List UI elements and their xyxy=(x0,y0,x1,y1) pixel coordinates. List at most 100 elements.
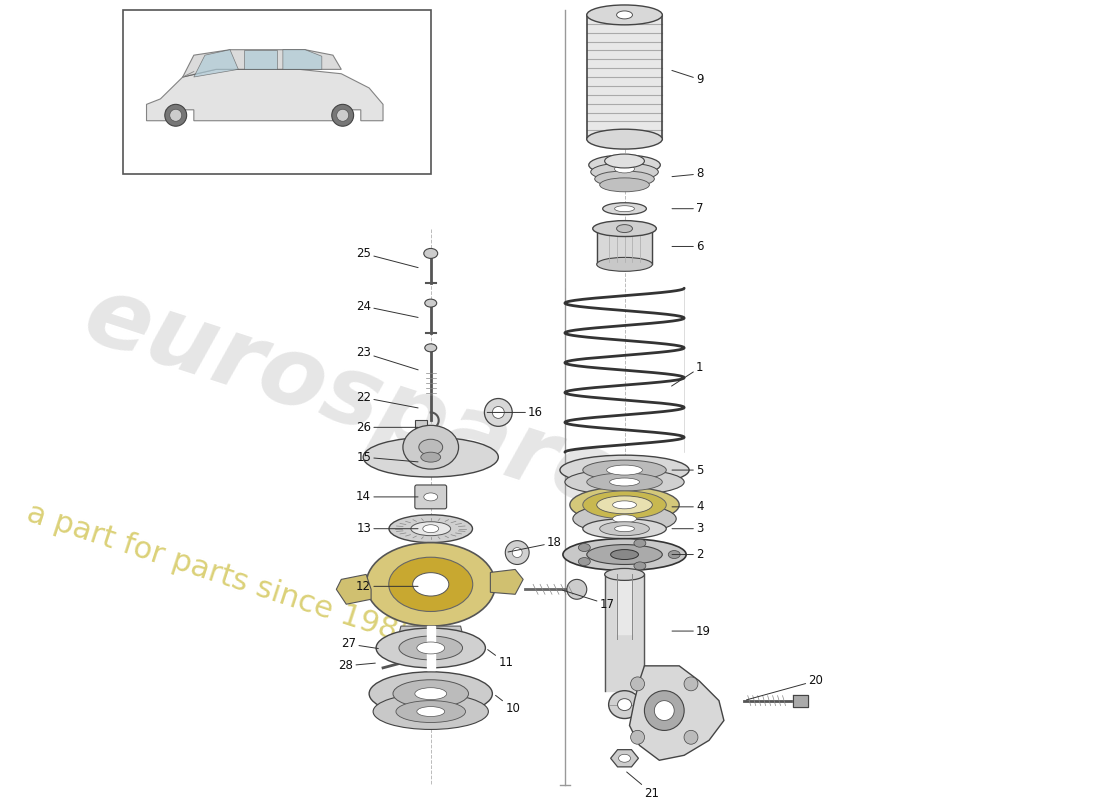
Text: 28: 28 xyxy=(339,659,375,672)
Ellipse shape xyxy=(591,163,658,181)
Polygon shape xyxy=(194,50,239,77)
Polygon shape xyxy=(491,570,524,594)
Ellipse shape xyxy=(425,299,437,307)
Ellipse shape xyxy=(399,636,462,660)
Ellipse shape xyxy=(613,514,637,522)
Text: 17: 17 xyxy=(562,590,615,610)
Polygon shape xyxy=(605,574,645,690)
Ellipse shape xyxy=(583,518,667,538)
Ellipse shape xyxy=(565,469,684,495)
Ellipse shape xyxy=(634,539,646,547)
Ellipse shape xyxy=(484,398,513,426)
Ellipse shape xyxy=(613,501,637,509)
Text: 6: 6 xyxy=(672,240,704,253)
Ellipse shape xyxy=(610,550,638,559)
Text: 3: 3 xyxy=(672,522,704,535)
Text: 1: 1 xyxy=(672,362,704,386)
Polygon shape xyxy=(793,694,808,706)
Ellipse shape xyxy=(593,221,657,237)
Ellipse shape xyxy=(684,677,697,691)
Ellipse shape xyxy=(645,690,684,730)
Ellipse shape xyxy=(615,206,635,212)
Text: 24: 24 xyxy=(356,299,418,318)
Ellipse shape xyxy=(370,672,493,715)
Polygon shape xyxy=(183,50,341,77)
Polygon shape xyxy=(146,70,383,121)
Text: 12: 12 xyxy=(356,580,418,593)
FancyBboxPatch shape xyxy=(123,10,431,174)
Ellipse shape xyxy=(425,344,437,352)
Text: 16: 16 xyxy=(487,406,543,419)
Text: 15: 15 xyxy=(356,450,418,464)
Ellipse shape xyxy=(566,579,586,599)
Ellipse shape xyxy=(605,154,645,168)
Text: 8: 8 xyxy=(672,167,704,181)
Ellipse shape xyxy=(608,690,640,718)
Ellipse shape xyxy=(417,706,444,717)
Text: 9: 9 xyxy=(672,70,704,86)
Ellipse shape xyxy=(596,258,652,271)
FancyBboxPatch shape xyxy=(415,485,447,509)
Ellipse shape xyxy=(389,514,473,542)
Ellipse shape xyxy=(617,225,632,233)
Ellipse shape xyxy=(560,455,689,485)
Ellipse shape xyxy=(583,491,667,518)
Circle shape xyxy=(169,110,182,122)
Ellipse shape xyxy=(669,550,680,558)
Polygon shape xyxy=(586,15,662,139)
Ellipse shape xyxy=(684,730,697,744)
FancyBboxPatch shape xyxy=(415,420,427,434)
Ellipse shape xyxy=(586,473,662,491)
Polygon shape xyxy=(629,666,724,760)
Ellipse shape xyxy=(586,545,662,565)
Ellipse shape xyxy=(617,11,632,19)
Ellipse shape xyxy=(376,628,485,668)
Ellipse shape xyxy=(363,438,498,477)
Ellipse shape xyxy=(600,178,649,192)
Text: 19: 19 xyxy=(672,625,711,638)
Text: 18: 18 xyxy=(508,536,562,552)
Ellipse shape xyxy=(396,701,465,722)
Text: 13: 13 xyxy=(356,522,418,535)
Text: 20: 20 xyxy=(747,674,823,700)
Text: 2: 2 xyxy=(672,548,704,561)
Ellipse shape xyxy=(588,155,660,175)
Ellipse shape xyxy=(388,558,473,611)
Ellipse shape xyxy=(615,165,635,173)
Ellipse shape xyxy=(403,426,459,469)
Circle shape xyxy=(332,104,353,126)
Ellipse shape xyxy=(586,129,662,149)
Ellipse shape xyxy=(596,496,652,514)
Ellipse shape xyxy=(603,202,647,214)
Text: 7: 7 xyxy=(672,202,704,215)
Circle shape xyxy=(337,110,349,122)
Text: 4: 4 xyxy=(672,500,704,514)
Ellipse shape xyxy=(634,562,646,570)
Ellipse shape xyxy=(579,558,591,566)
Ellipse shape xyxy=(579,543,591,551)
Ellipse shape xyxy=(417,642,444,654)
Text: 14: 14 xyxy=(356,490,418,503)
Ellipse shape xyxy=(586,5,662,25)
Ellipse shape xyxy=(424,493,438,501)
Polygon shape xyxy=(396,626,465,646)
Ellipse shape xyxy=(422,525,439,533)
Ellipse shape xyxy=(366,542,495,626)
Ellipse shape xyxy=(573,504,676,534)
Text: 26: 26 xyxy=(356,421,418,434)
Polygon shape xyxy=(381,639,414,659)
Ellipse shape xyxy=(630,730,645,744)
Text: 11: 11 xyxy=(487,650,514,670)
Ellipse shape xyxy=(415,688,447,700)
Ellipse shape xyxy=(606,465,642,475)
Polygon shape xyxy=(427,626,434,670)
Ellipse shape xyxy=(563,538,686,570)
Polygon shape xyxy=(337,574,371,604)
Text: 10: 10 xyxy=(496,695,520,715)
Ellipse shape xyxy=(600,522,649,536)
Text: 21: 21 xyxy=(627,772,659,799)
Ellipse shape xyxy=(605,569,645,580)
Ellipse shape xyxy=(421,452,441,462)
Ellipse shape xyxy=(419,439,442,455)
Text: 23: 23 xyxy=(356,346,418,370)
